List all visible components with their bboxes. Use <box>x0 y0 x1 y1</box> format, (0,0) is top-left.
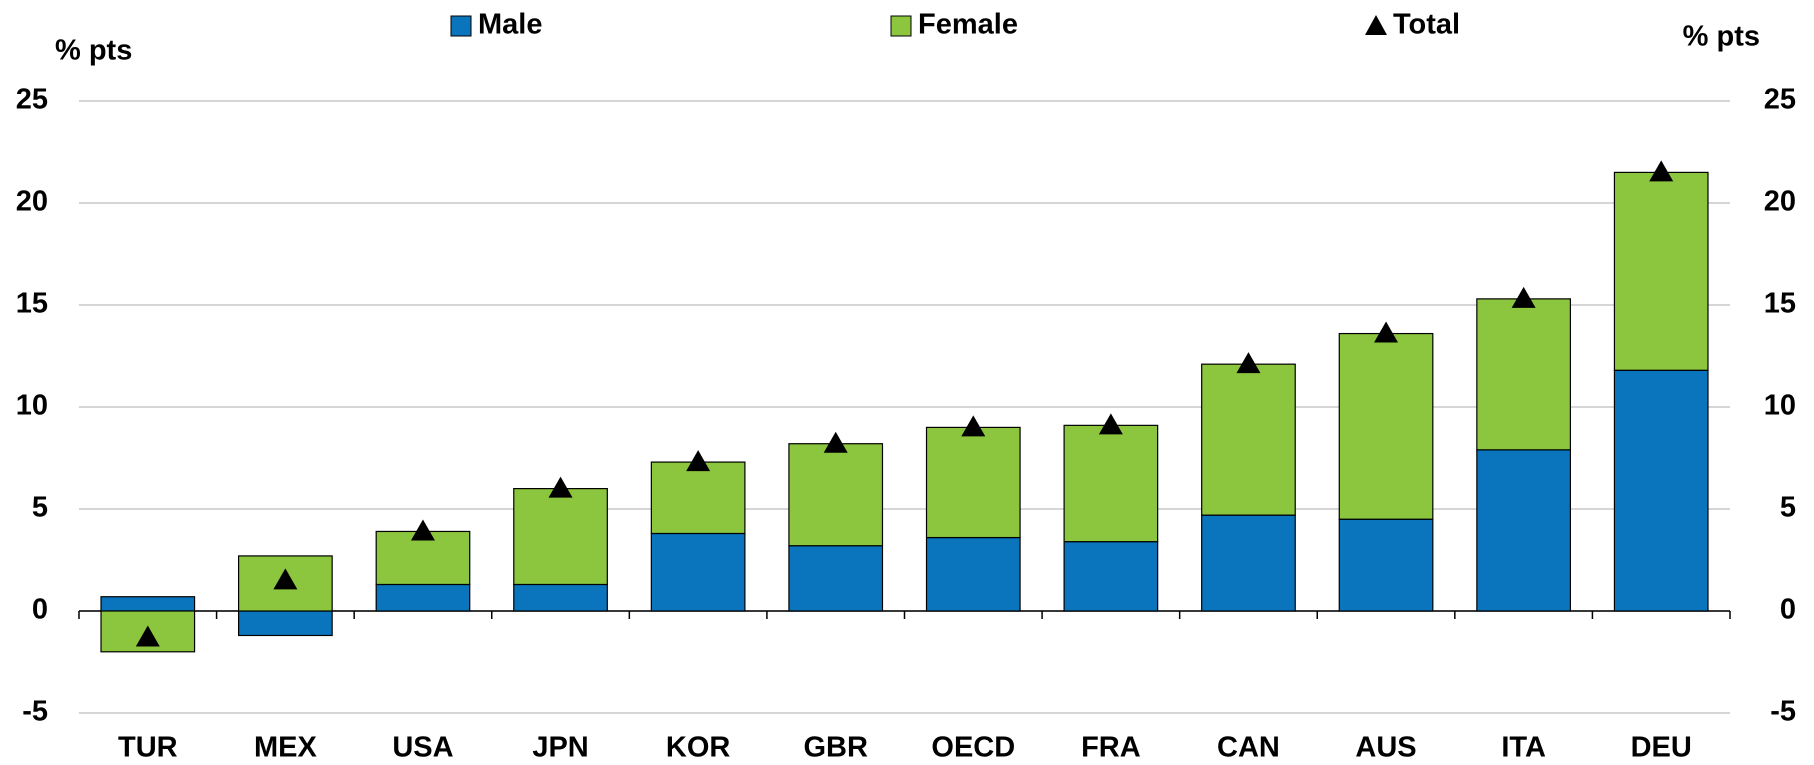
y-tick-label: 25 <box>16 84 48 116</box>
bar-segment <box>650 461 746 535</box>
y2-tick-label: -5 <box>1770 696 1796 728</box>
x-tick-label: KOR <box>666 732 731 764</box>
total-marker <box>1374 321 1399 343</box>
bar-segment <box>1063 424 1159 543</box>
x-tick-label: ITA <box>1501 732 1546 764</box>
y2-tick-label: 5 <box>1780 492 1796 524</box>
x-tick-label: JPN <box>532 732 588 764</box>
legend-swatch <box>890 15 912 37</box>
legend-marker <box>1365 15 1387 35</box>
y2-tick-label: 25 <box>1764 84 1796 116</box>
y-tick-label: 20 <box>16 186 48 218</box>
y2-tick-label: 10 <box>1764 390 1796 422</box>
y-tick-label: 10 <box>16 390 48 422</box>
total-marker <box>686 450 711 472</box>
bar-segment <box>788 443 884 547</box>
legend-label: Female <box>918 9 1018 41</box>
bar-segment <box>513 488 608 586</box>
bar-segment <box>1063 541 1159 612</box>
bar-segment <box>925 426 1021 539</box>
y2-axis-label: % pts <box>1683 21 1760 53</box>
total-marker <box>1511 286 1536 308</box>
bar-segment <box>1613 171 1709 371</box>
x-tick-label: FRA <box>1081 732 1141 764</box>
legend-label: Total <box>1393 9 1460 41</box>
x-tick-label: GBR <box>803 732 868 764</box>
total-marker <box>1649 160 1674 182</box>
total-marker <box>135 625 160 647</box>
bar-segment <box>1476 449 1572 612</box>
y-axis-label: % pts <box>55 35 132 67</box>
bar-segment <box>925 536 1021 612</box>
bar-segment <box>1613 369 1709 612</box>
bar-segment <box>237 555 333 612</box>
x-tick-label: CAN <box>1217 732 1280 764</box>
y2-tick-label: 0 <box>1780 594 1796 626</box>
total-marker <box>1236 352 1261 374</box>
y-tick-label: 0 <box>32 594 48 626</box>
bar-segment <box>513 583 608 612</box>
bar-segment <box>1201 514 1296 612</box>
total-marker <box>410 519 435 541</box>
total-marker <box>548 476 573 498</box>
bar-segment <box>1338 332 1434 520</box>
bar-segment <box>100 596 196 612</box>
x-tick-label: TUR <box>118 732 178 764</box>
x-tick-label: AUS <box>1355 732 1416 764</box>
bar-segment <box>650 532 746 612</box>
legend-swatch <box>450 15 472 37</box>
y2-tick-label: 20 <box>1764 186 1796 218</box>
y-tick-label: 15 <box>16 288 48 320</box>
bar-segment <box>1476 298 1572 451</box>
total-marker <box>273 568 298 590</box>
x-tick-label: DEU <box>1631 732 1692 764</box>
bar-segment <box>788 545 884 612</box>
bar-segment <box>1201 363 1296 516</box>
total-marker <box>1098 413 1123 435</box>
x-tick-label: MEX <box>254 732 318 764</box>
legend-label: Male <box>478 9 542 41</box>
bar-segment <box>1338 518 1434 612</box>
total-marker <box>823 431 848 453</box>
total-marker <box>961 415 986 437</box>
x-tick-label: USA <box>392 732 453 764</box>
y-tick-label: -5 <box>22 696 48 728</box>
y-tick-label: 5 <box>32 492 48 524</box>
y2-tick-label: 15 <box>1764 288 1796 320</box>
bar-segment <box>237 610 333 637</box>
bar-segment <box>375 583 471 612</box>
x-tick-label: OECD <box>931 732 1015 764</box>
